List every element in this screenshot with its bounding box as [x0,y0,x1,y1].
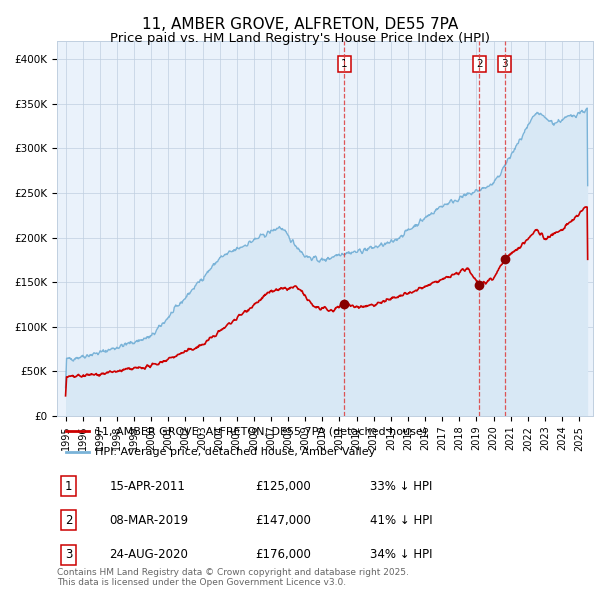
Text: 34% ↓ HPI: 34% ↓ HPI [370,548,433,561]
Text: Contains HM Land Registry data © Crown copyright and database right 2025.
This d: Contains HM Land Registry data © Crown c… [57,568,409,587]
Text: 08-MAR-2019: 08-MAR-2019 [109,514,188,527]
Text: £125,000: £125,000 [256,480,311,493]
Text: 15-APR-2011: 15-APR-2011 [109,480,185,493]
Text: 11, AMBER GROVE, ALFRETON, DE55 7PA (detached house): 11, AMBER GROVE, ALFRETON, DE55 7PA (det… [95,427,427,436]
Text: 41% ↓ HPI: 41% ↓ HPI [370,514,433,527]
Text: 1: 1 [341,58,348,68]
Text: £176,000: £176,000 [256,548,311,561]
Text: 33% ↓ HPI: 33% ↓ HPI [370,480,433,493]
Text: 2: 2 [476,58,483,68]
Text: 3: 3 [502,58,508,68]
Text: 2: 2 [65,514,72,527]
Text: 1: 1 [65,480,72,493]
Text: HPI: Average price, detached house, Amber Valley: HPI: Average price, detached house, Ambe… [95,447,375,457]
Text: Price paid vs. HM Land Registry's House Price Index (HPI): Price paid vs. HM Land Registry's House … [110,32,490,45]
Text: 3: 3 [65,548,72,561]
Text: 24-AUG-2020: 24-AUG-2020 [109,548,188,561]
Text: £147,000: £147,000 [256,514,311,527]
Text: 11, AMBER GROVE, ALFRETON, DE55 7PA: 11, AMBER GROVE, ALFRETON, DE55 7PA [142,17,458,31]
